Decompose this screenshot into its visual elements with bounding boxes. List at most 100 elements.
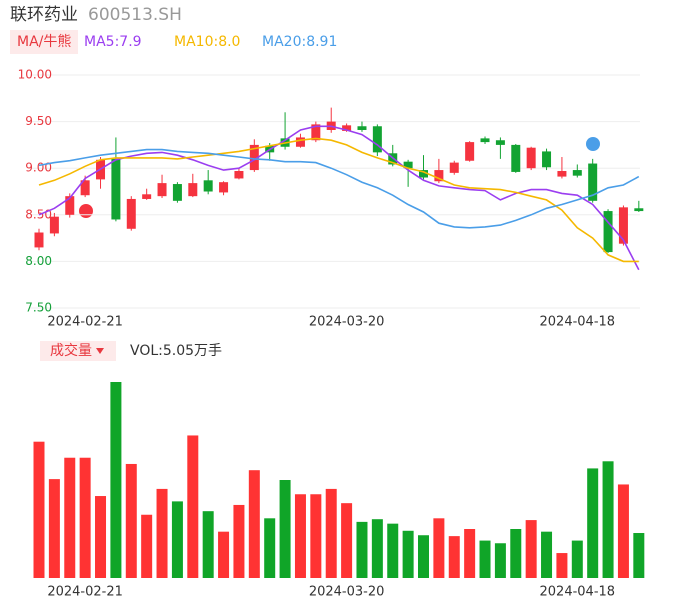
stock-name: 联环药业 (10, 5, 78, 25)
volume-bar (310, 494, 322, 578)
volume-bar (617, 484, 629, 578)
volume-bar (371, 519, 383, 578)
candle-body (434, 170, 444, 182)
volume-bar (464, 529, 476, 578)
y-tick-label: 9.00 (25, 161, 52, 175)
volume-bar (341, 503, 353, 578)
stock-code: 600513.SH (88, 5, 182, 25)
volume-bar (248, 470, 260, 578)
volume-bar (387, 523, 399, 578)
volume-bar (356, 521, 368, 578)
volume-bar (218, 531, 230, 578)
legend-entry: MA5:7.9 (84, 34, 142, 50)
y-tick-label: 8.00 (25, 254, 52, 268)
ma-line (38, 148, 640, 229)
volume-bar (48, 479, 60, 578)
candle-body (588, 163, 598, 201)
volume-bar (233, 504, 245, 578)
volume-bar (64, 457, 76, 578)
x-tick-label: 2024-02-21 (47, 315, 123, 330)
y-tick-label: 10.00 (18, 68, 52, 82)
volume-bar (510, 529, 522, 578)
volume-bar (418, 535, 429, 578)
volume-bar (33, 441, 45, 578)
candle-body (495, 140, 505, 145)
candle-body (634, 208, 644, 212)
volume-bar (264, 518, 276, 578)
x-tick-label: 2024-03-20 (309, 315, 385, 330)
candle-body (49, 216, 59, 234)
candle-body (557, 170, 567, 177)
candle-body (342, 125, 352, 131)
candle-body (65, 196, 75, 215)
volume-bar (294, 494, 306, 578)
indicator-label[interactable]: MA/牛熊 (17, 34, 71, 50)
signal-icon (79, 204, 93, 218)
volume-bar (279, 480, 291, 578)
candle-body (449, 162, 459, 173)
candle-body (357, 126, 367, 130)
volume-bar (602, 461, 614, 578)
volume-bar (171, 501, 183, 578)
candle-body (234, 170, 244, 179)
candle-body (603, 211, 613, 253)
volume-bar (110, 382, 122, 578)
volume-bar (587, 468, 599, 578)
candle-body (419, 170, 428, 178)
candle-body (111, 158, 121, 220)
y-tick-label: 7.50 (25, 301, 52, 315)
candle-body (80, 180, 90, 196)
candle-body (188, 183, 198, 197)
volume-label: VOL:5.05万手 (130, 343, 222, 359)
candle-body (372, 126, 382, 153)
volume-bar (125, 463, 137, 578)
volume-bar (187, 435, 199, 578)
legend-entry: MA10:8.0 (174, 34, 240, 50)
volume-bar (479, 540, 491, 578)
y-tick-label: 8.50 (25, 207, 52, 221)
candle-body (203, 180, 213, 192)
volume-bar (402, 530, 414, 578)
candle-body (618, 207, 628, 244)
volume-bar (325, 488, 337, 578)
ma-line (38, 137, 639, 263)
volume-bar (95, 496, 107, 578)
indicator-box[interactable] (10, 30, 78, 54)
volume-bar (556, 553, 568, 578)
volume-bar (141, 514, 153, 578)
volume-bar (633, 533, 645, 578)
volume-bar (202, 511, 214, 578)
volume-bar (448, 536, 460, 578)
candle-body (526, 147, 536, 169)
candle-body (542, 151, 552, 168)
y-tick-label: 9.50 (25, 114, 52, 128)
candle-body (511, 144, 521, 172)
candle-body (157, 183, 167, 197)
volume-bar (541, 531, 553, 578)
candle-body (480, 138, 490, 143)
signal-icon (586, 137, 600, 151)
dropdown-arrow[interactable] (96, 348, 104, 354)
candle-body (34, 232, 44, 248)
x-tick-label: 2024-02-21 (47, 585, 123, 600)
volume-bar (156, 488, 168, 578)
x-tick-label: 2024-04-18 (540, 585, 616, 600)
candle-body (311, 124, 321, 141)
candle-body (172, 184, 182, 201)
volume-bar (571, 540, 583, 578)
candle-body (126, 198, 136, 229)
x-tick-label: 2024-04-18 (540, 315, 616, 330)
candle-body (572, 170, 582, 176)
candle-body (219, 182, 229, 193)
volume-title[interactable]: 成交量 (50, 342, 92, 359)
volume-bar (79, 457, 91, 578)
volume-box[interactable] (40, 341, 116, 361)
volume-bar (433, 518, 445, 578)
legend-entry: MA20:8.91 (262, 34, 337, 50)
x-tick-label: 2024-03-20 (309, 585, 385, 600)
candle-body (403, 161, 413, 169)
volume-bar (494, 543, 506, 578)
candle-body (295, 137, 305, 147)
candle-body (465, 142, 475, 161)
